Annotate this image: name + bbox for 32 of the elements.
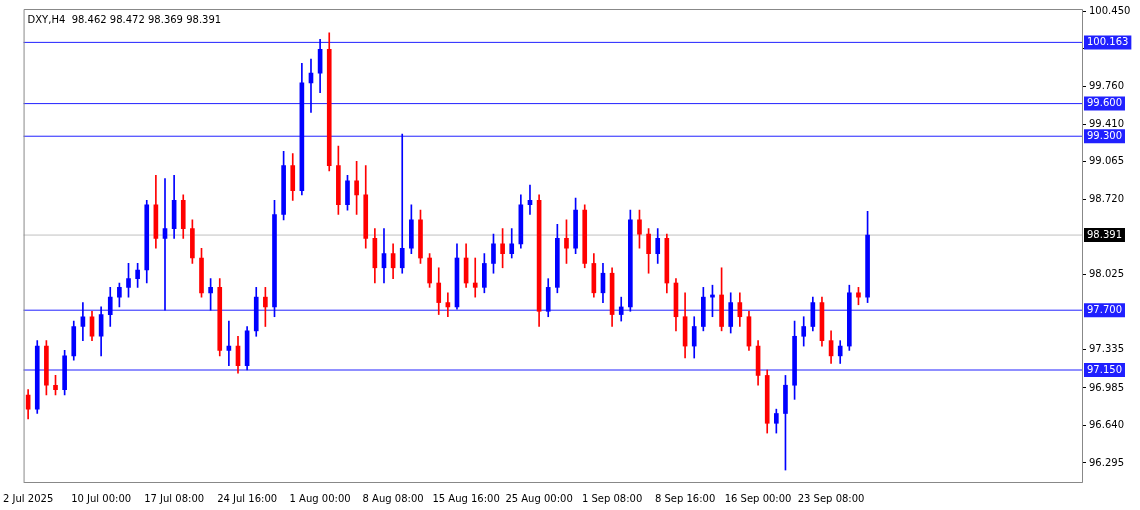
x-tick-label: 10 Jul 00:00 <box>71 492 132 504</box>
y-tick-label: 99.760 <box>1089 79 1124 91</box>
x-tick-label: 24 Jul 16:00 <box>217 492 278 504</box>
y-tick-label: 98.720 <box>1089 192 1124 204</box>
y-tick-label: 99.410 <box>1089 117 1124 129</box>
x-tick-label: 8 Sep 16:00 <box>654 492 716 504</box>
y-tick-label: 96.985 <box>1089 381 1124 393</box>
x-tick-label: 17 Jul 08:00 <box>144 492 205 504</box>
y-tick-label: 98.025 <box>1089 268 1124 280</box>
y-tick-label: 96.640 <box>1089 419 1124 431</box>
y-tick-label: 97.335 <box>1089 343 1124 355</box>
y-tick-label: 99.065 <box>1089 155 1124 167</box>
x-tick-label: 23 Sep 08:00 <box>797 492 865 504</box>
ref-line-label: 97.150 <box>1087 363 1122 375</box>
candlestick <box>399 133 405 274</box>
x-tick-label: 15 Aug 16:00 <box>432 492 500 504</box>
x-tick-label: 16 Sep 00:00 <box>724 492 792 504</box>
candlestick <box>472 257 478 298</box>
ref-line-label: 98.391 <box>1087 228 1122 240</box>
y-tick-label: 100.450 <box>1089 4 1131 16</box>
x-tick-label: 8 Aug 08:00 <box>362 492 424 504</box>
x-tick-label: 1 Sep 08:00 <box>581 492 643 504</box>
ref-line-label: 97.700 <box>1087 303 1122 315</box>
candlestick <box>162 178 168 311</box>
ref-line-label: 100.163 <box>1087 35 1129 47</box>
x-tick-label: 2 Jul 2025 <box>3 492 54 504</box>
x-tick-label: 1 Aug 00:00 <box>289 492 351 504</box>
ref-line-label: 99.300 <box>1087 129 1122 141</box>
chart-title: DXY,H4 98.462 98.472 98.369 98.391 <box>27 13 222 25</box>
y-tick-label: 96.295 <box>1089 456 1124 468</box>
ref-line-label: 99.600 <box>1087 97 1122 109</box>
x-tick-label: 25 Aug 00:00 <box>505 492 573 504</box>
